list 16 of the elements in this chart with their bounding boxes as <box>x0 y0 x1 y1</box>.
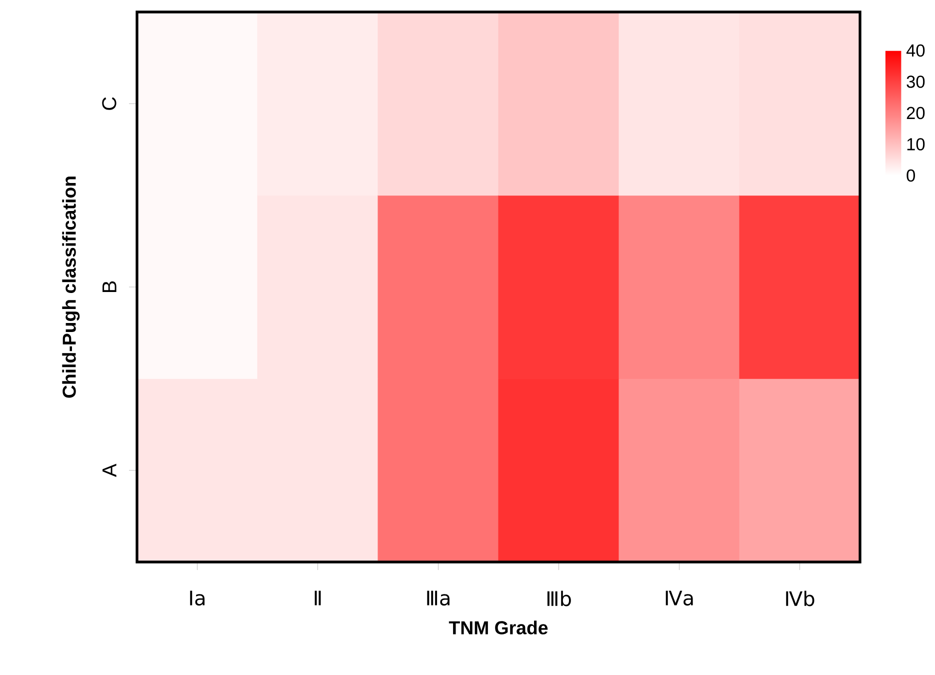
y-tick-label: C <box>102 97 116 110</box>
x-tick-label: Ⅲa <box>427 590 450 606</box>
color-bar-label: 30 <box>906 76 925 88</box>
x-tick-label: Ⅳa <box>666 590 693 606</box>
x-tick-label: Ⅳb <box>786 590 814 606</box>
y-tick-label: B <box>102 281 116 292</box>
x-tick-label: Ⅱ <box>314 590 321 606</box>
color-bar-label: 40 <box>906 44 925 57</box>
x-tick-label: Ⅲb <box>547 590 571 606</box>
x-tick-label: Ⅰa <box>190 590 205 606</box>
y-axis-title: Child-Pugh classification <box>62 176 80 398</box>
color-bar-label: 20 <box>906 106 925 120</box>
y-tick-label: A <box>102 464 116 477</box>
color-bar-label: 0 <box>906 169 915 182</box>
x-axis-title: TNM Grade <box>448 620 548 634</box>
color-bar-label: 10 <box>907 138 925 150</box>
